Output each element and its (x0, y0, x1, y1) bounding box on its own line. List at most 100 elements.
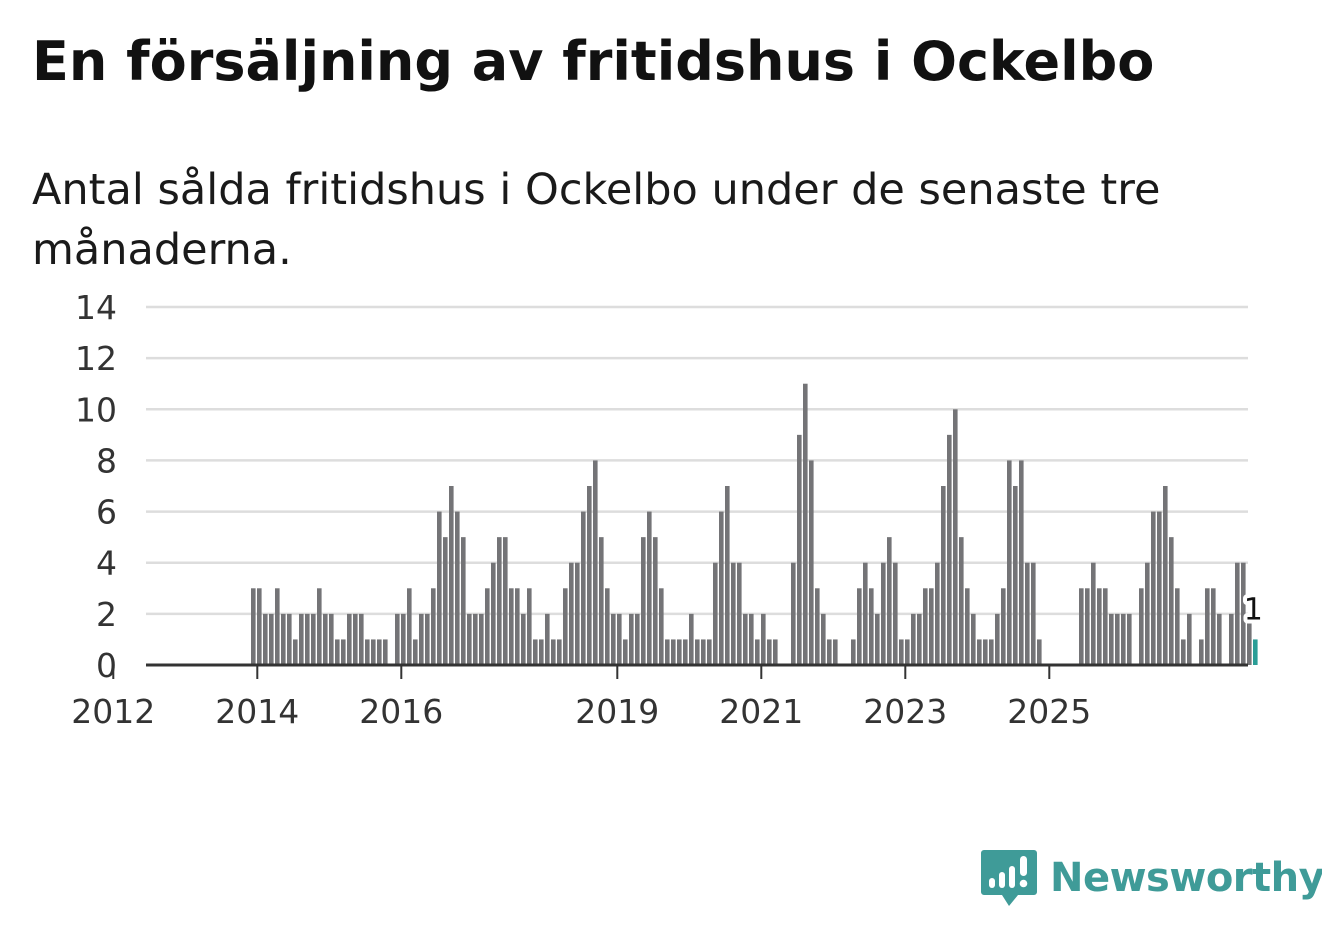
bar (287, 613, 292, 665)
bar (899, 639, 904, 665)
bar (323, 613, 328, 665)
x-tick-label: 2014 (215, 692, 299, 731)
bar-highlight-latest (1253, 639, 1258, 665)
bar (755, 639, 760, 665)
annotations: 11 (1240, 588, 1267, 631)
bar (1175, 588, 1180, 665)
bar (569, 562, 574, 665)
bar (455, 511, 460, 665)
newsworthy-chart-bubble-icon (981, 850, 1037, 906)
bar (1019, 460, 1024, 665)
bar (731, 562, 736, 665)
chart-subtitle: Antal sålda fritidshus i Ockelbo under d… (32, 165, 1161, 275)
bar (629, 613, 634, 665)
bar (383, 639, 388, 665)
bar (641, 537, 646, 665)
bar (557, 639, 562, 665)
bar (929, 588, 934, 665)
bar (263, 613, 268, 665)
bar (983, 639, 988, 665)
x-tick-label: 2025 (1007, 692, 1091, 731)
y-tick-label: 0 (96, 646, 117, 685)
bar (1205, 588, 1210, 665)
bar (881, 562, 886, 665)
bar (1109, 613, 1114, 665)
x-tick-label: 2019 (575, 692, 659, 731)
y-tick-label: 2 (96, 595, 117, 634)
bar (521, 613, 526, 665)
bar (791, 562, 796, 665)
y-tick-label: 4 (96, 544, 117, 583)
bar (617, 613, 622, 665)
bar (1163, 486, 1168, 665)
bar (515, 588, 520, 665)
bar (593, 460, 598, 665)
bar (917, 613, 922, 665)
y-tick-label: 12 (75, 339, 117, 378)
bar (725, 486, 730, 665)
bar (527, 588, 532, 665)
chart-title: En försäljning av fritidshus i Ockelbo (32, 30, 1155, 93)
bar (437, 511, 442, 665)
bar (269, 613, 274, 665)
bar (809, 460, 814, 665)
bar (947, 434, 952, 665)
gridlines (146, 305, 1248, 616)
bar (413, 639, 418, 665)
bar (875, 613, 880, 665)
bar (605, 588, 610, 665)
bar (1037, 639, 1042, 665)
bar (575, 562, 580, 665)
bar (371, 639, 376, 665)
bar (737, 562, 742, 665)
bar (905, 639, 910, 665)
x-tick-label: 2023 (863, 692, 947, 731)
bar (317, 588, 322, 665)
bar (581, 511, 586, 665)
bar (1031, 562, 1036, 665)
bar (971, 613, 976, 665)
bar (275, 588, 280, 665)
x-tick-labels: 2012 2014 2016 2019 2021 2023 2025 (71, 692, 1091, 731)
bar (767, 639, 772, 665)
bar (923, 588, 928, 665)
bar (851, 639, 856, 665)
bar (251, 588, 256, 665)
bar (1115, 613, 1120, 665)
bar (695, 639, 700, 665)
bar (461, 537, 466, 665)
latest-value-label: 1 (1244, 592, 1263, 627)
bar (1199, 639, 1204, 665)
bar (1103, 588, 1108, 665)
bar (833, 639, 838, 665)
bar (1181, 639, 1186, 665)
bar (503, 537, 508, 665)
bar (893, 562, 898, 665)
x-tick-label: 2016 (359, 692, 443, 731)
bar (443, 537, 448, 665)
bar (281, 613, 286, 665)
bar (1217, 613, 1222, 665)
bar (1007, 460, 1012, 665)
bar (407, 588, 412, 665)
bar (497, 537, 502, 665)
bar (863, 562, 868, 665)
bar (671, 639, 676, 665)
bar (611, 613, 616, 665)
bar (509, 588, 514, 665)
bar (425, 613, 430, 665)
bar (689, 613, 694, 665)
bar (449, 486, 454, 665)
y-tick-label: 6 (96, 493, 117, 532)
bar (713, 562, 718, 665)
bar (377, 639, 382, 665)
bar (821, 613, 826, 665)
bar (1151, 511, 1156, 665)
bar (1187, 613, 1192, 665)
bar (761, 613, 766, 665)
bar (683, 639, 688, 665)
y-tick-labels: 0 2 4 6 8 10 12 14 (75, 288, 117, 685)
bar (935, 562, 940, 665)
y-tick-label: 10 (75, 390, 117, 429)
